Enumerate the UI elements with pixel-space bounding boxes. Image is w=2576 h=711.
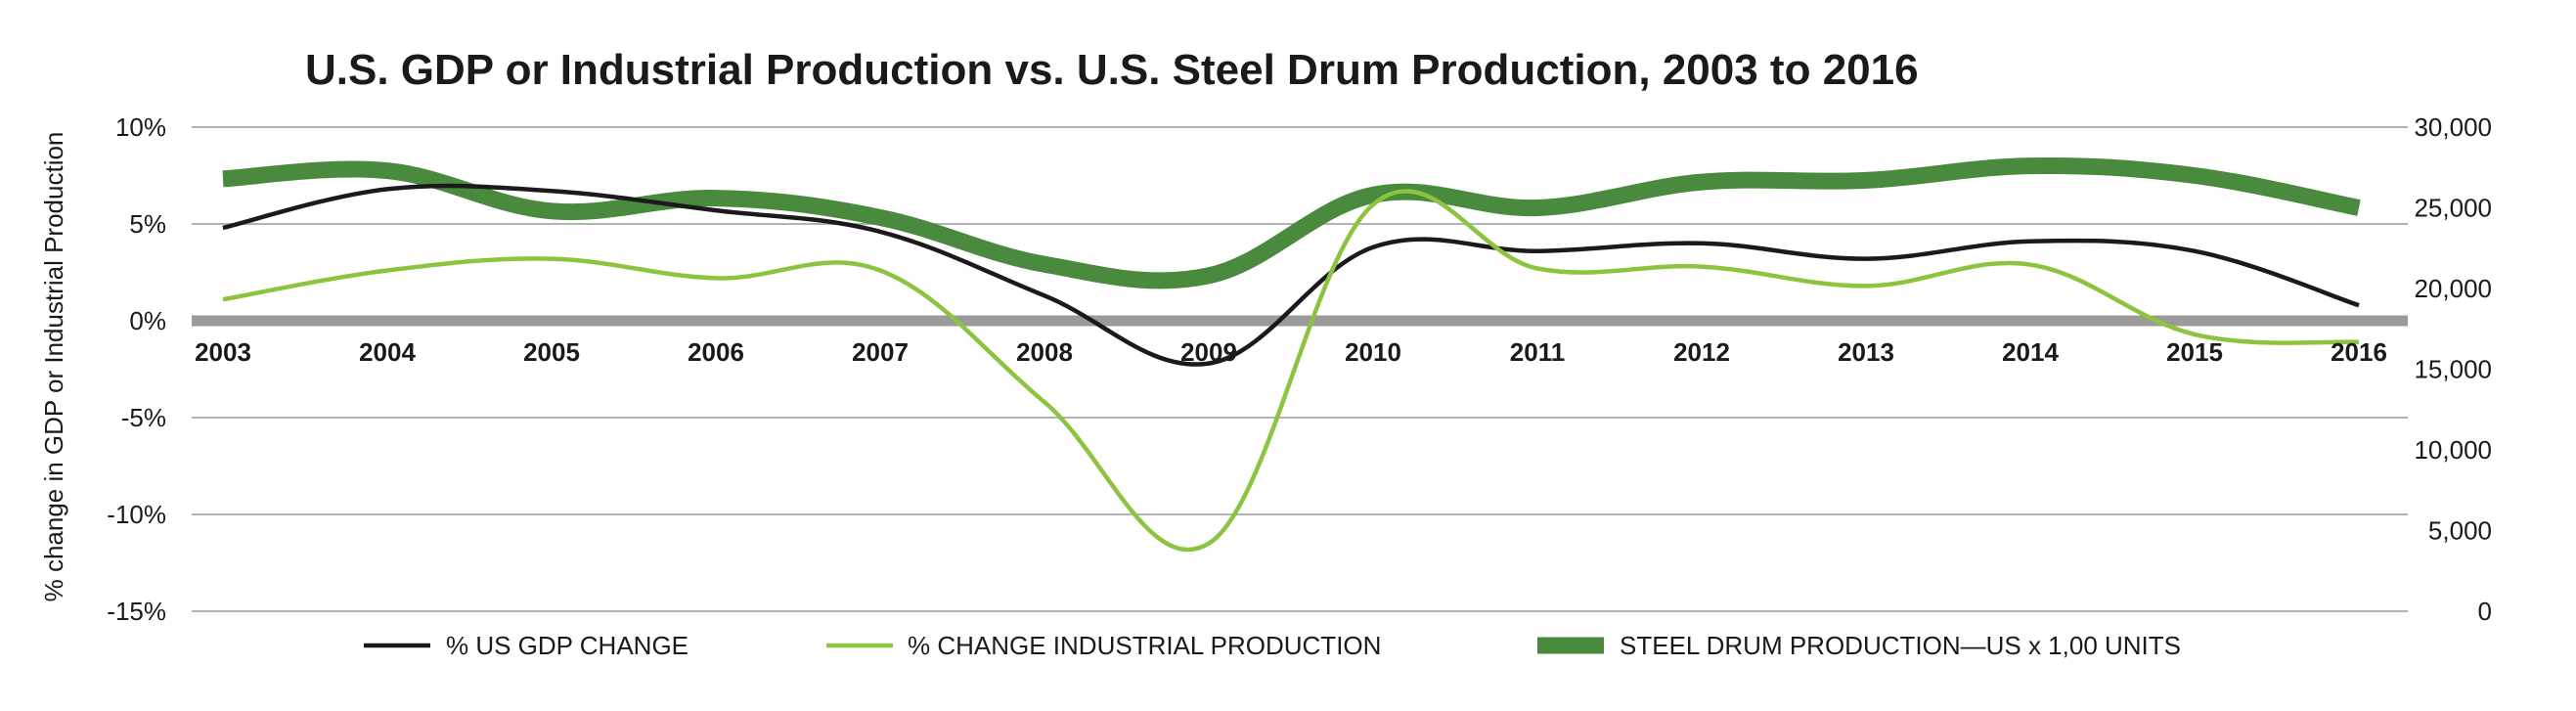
legend-label: % US GDP CHANGE	[446, 631, 688, 660]
left-axis-ticks: 10% 5% 0% -5% -10% -15%	[107, 112, 166, 626]
x-tick-label: 2008	[1016, 337, 1073, 367]
right-tick-label: 0	[2478, 597, 2492, 626]
left-tick-label: -10%	[107, 500, 166, 529]
gridlines	[192, 126, 2408, 612]
x-tick-label: 2006	[688, 337, 744, 367]
x-tick-label: 2005	[523, 337, 580, 367]
x-axis-ticks: 2003 2004 2005 2006 2007 2008 2009 2010 2011 2012…	[195, 337, 2387, 367]
x-tick-label: 2003	[195, 337, 251, 367]
industrial-production-line	[222, 189, 2360, 553]
x-tick-label: 2004	[359, 337, 416, 367]
right-tick-label: 25,000	[2414, 194, 2492, 223]
right-tick-label: 20,000	[2414, 274, 2492, 303]
right-tick-label: 15,000	[2414, 355, 2492, 384]
y-axis-label: % change in GDP or Industrial Production	[39, 132, 68, 602]
gdp-change-line	[222, 183, 2360, 367]
right-axis-ticks: 30,000 25,000 20,000 15,000 10,000 5,000 0	[2414, 112, 2492, 626]
x-tick-label: 2016	[2331, 337, 2387, 367]
left-tick-label: 0%	[129, 306, 166, 335]
x-tick-label: 2009	[1180, 337, 1237, 367]
right-tick-label: 10,000	[2414, 435, 2492, 465]
left-tick-label: -5%	[121, 403, 166, 432]
left-tick-label: -15%	[107, 597, 166, 626]
x-tick-label: 2007	[852, 337, 909, 367]
x-tick-label: 2012	[1673, 337, 1730, 367]
steel-drum-production-line	[222, 156, 2361, 289]
x-tick-label: 2015	[2166, 337, 2223, 367]
left-tick-label: 10%	[115, 112, 166, 142]
x-tick-label: 2011	[1510, 337, 1565, 367]
right-tick-label: 5,000	[2428, 516, 2492, 546]
legend-label: STEEL DRUM PRODUCTION—US x 1,00 UNITS	[1620, 631, 2181, 660]
left-tick-label: 5%	[129, 209, 166, 239]
right-tick-label: 30,000	[2414, 112, 2492, 142]
x-tick-label: 2010	[1345, 337, 1401, 367]
x-tick-label: 2014	[2002, 337, 2059, 367]
legend: % US GDP CHANGE % CHANGE INDUSTRIAL PRODU…	[364, 631, 2181, 660]
series-lines	[222, 156, 2361, 553]
legend-label: % CHANGE INDUSTRIAL PRODUCTION	[908, 631, 1381, 660]
chart-title: U.S. GDP or Industrial Production vs. U.…	[305, 46, 1919, 94]
x-tick-label: 2013	[1838, 337, 1894, 367]
